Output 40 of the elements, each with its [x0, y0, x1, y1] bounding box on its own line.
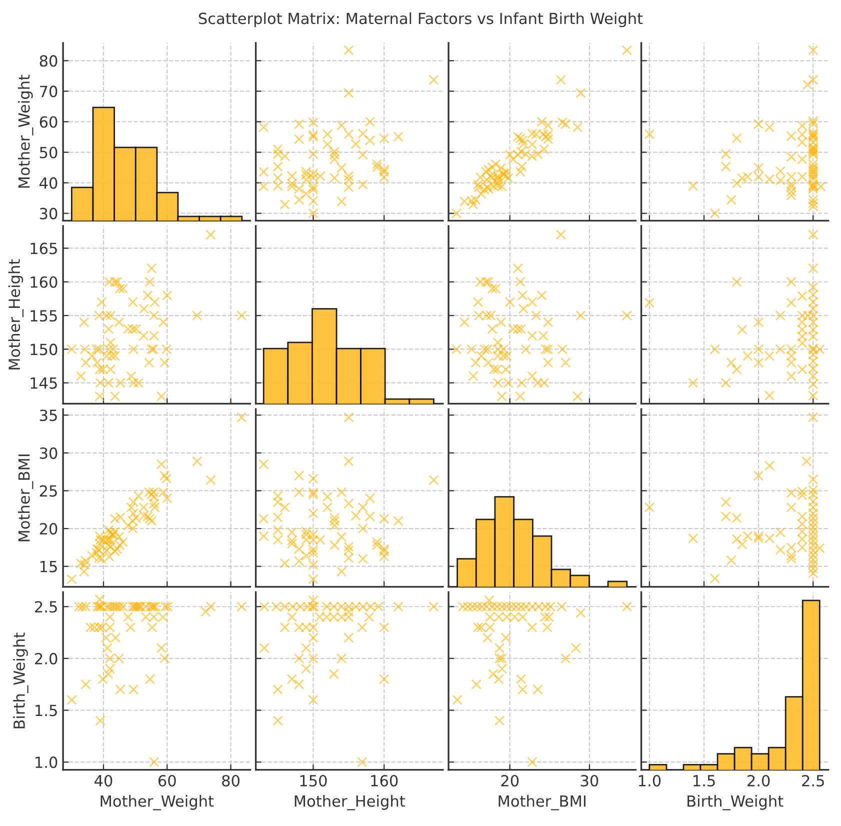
y-tick-label: 2.5: [35, 601, 57, 613]
y-tick-label: 15: [40, 561, 57, 572]
x-tick-label: 150: [300, 774, 327, 787]
y-tick-label: 60: [40, 116, 58, 128]
y-tick-label: 30: [40, 208, 58, 220]
y-tick-label: 50: [40, 146, 58, 158]
y-tick-label: 155: [30, 310, 57, 322]
x-axis-title: Birth_Weight: [688, 795, 784, 810]
y-tick-label: 145: [30, 378, 57, 389]
x-tick-label: 30: [580, 774, 598, 787]
x-tick-label: 80: [222, 774, 240, 787]
y-tick-label: 35: [40, 410, 57, 422]
y-tick-label: 40: [40, 177, 58, 189]
x-tick-label: 60: [158, 774, 176, 787]
y-tick-label: 160: [30, 276, 58, 288]
x-tick-label: 1.0: [638, 774, 661, 787]
y-tick-label: 20: [40, 523, 58, 535]
x-tick-label: 2.5: [802, 774, 824, 787]
x-axis-title: Mother_Weight: [100, 795, 214, 810]
y-tick-label: 80: [40, 55, 58, 67]
x-tick-label: 2.0: [748, 774, 770, 787]
y-tick-label: 70: [40, 86, 58, 98]
y-axis-title: Mother_Height: [8, 259, 24, 370]
y-tick-label: 2.0: [35, 652, 58, 664]
y-axis-title: Mother_BMI: [18, 454, 34, 542]
y-axis-title: Birth_Weight: [13, 632, 28, 728]
y-tick-label: 1.0: [36, 756, 58, 768]
y-tick-label: 150: [30, 344, 58, 356]
x-tick-label: 20: [501, 774, 519, 787]
text: Scatterplot Matrix: Maternal Factors vs Infant Birth Weight: [198, 12, 643, 28]
x-tick-label: 1.5: [694, 775, 715, 787]
x-tick-label: 160: [371, 774, 398, 787]
x-tick-label: 40: [94, 774, 112, 787]
x-axis-title: Mother_BMI: [498, 795, 586, 810]
y-tick-label: 165: [30, 242, 57, 254]
y-axis-title: Mother_Weight: [18, 74, 34, 188]
y-tick-label: 30: [40, 447, 58, 459]
x-axis-title: Mother_Height: [294, 795, 406, 810]
y-tick-label: 25: [40, 485, 57, 497]
y-tick-label: 1.5: [36, 704, 57, 716]
